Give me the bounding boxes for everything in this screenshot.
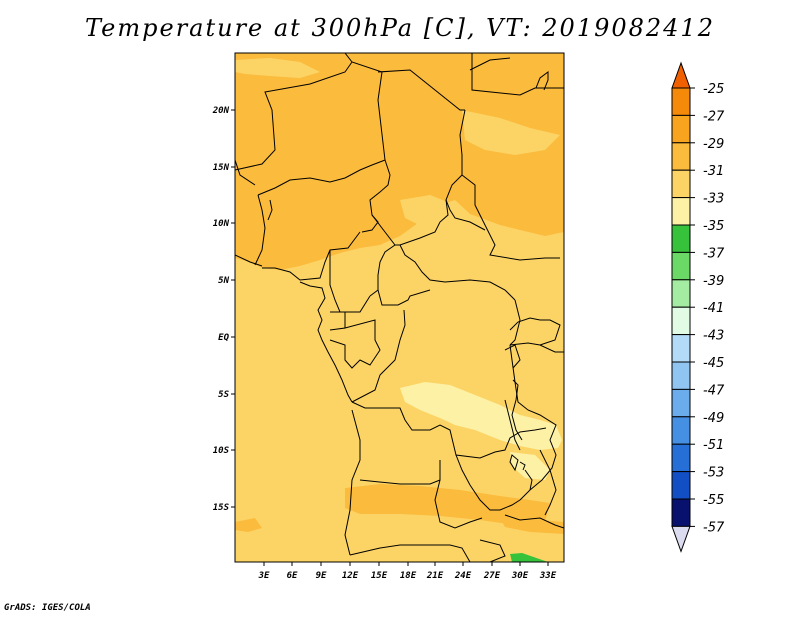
colorbar-label: -31 — [703, 164, 724, 179]
lat-label: 5N — [218, 276, 229, 286]
colorbar-label: -57 — [703, 520, 725, 535]
colorbar-label: -55 — [703, 493, 724, 508]
colorbar-swatch — [671, 306, 691, 336]
colorbar-swatch — [671, 334, 691, 363]
colorbar-swatch — [671, 498, 691, 527]
lon-label: 24E — [454, 571, 472, 581]
colorbar-swatch — [671, 388, 691, 418]
lat-label: 15S — [213, 503, 230, 513]
band-minus-31-to-29-south — [345, 484, 550, 525]
lon-label: 27E — [483, 571, 501, 581]
band-minus-35-to-33-patch — [510, 452, 550, 480]
colorbar-swatch — [671, 471, 691, 500]
band-minus-31-to-29-north — [235, 53, 564, 270]
colorbar-label: -29 — [703, 137, 724, 152]
colorbar-swatch — [671, 169, 691, 199]
colorbar-swatch — [671, 361, 691, 390]
colorbar-label: -41 — [703, 301, 724, 316]
colorbar-label: -37 — [703, 246, 725, 261]
colorbar-swatch — [671, 443, 691, 473]
colorbar-swatch-bottom-arrow — [671, 525, 691, 553]
colorbar-swatch — [671, 87, 691, 116]
lat-label: EQ — [218, 333, 229, 343]
colorbar-swatch — [671, 224, 691, 253]
lon-label: 9E — [316, 571, 327, 581]
lat-label: 15N — [213, 163, 230, 173]
band-minus-33-to-31-patch-3 — [400, 195, 470, 232]
colorbar-label: -35 — [703, 219, 724, 234]
country-boundaries — [235, 53, 564, 562]
colorbar-swatch — [671, 142, 691, 171]
coastlines — [235, 194, 541, 491]
lon-label: 33E — [539, 571, 557, 581]
longitude-axis: 3E 6E 9E 12E 15E 18E 21E 24E 27E 30E 33E — [258, 562, 557, 581]
colorbar-swatch — [671, 114, 691, 144]
band-minus-35-to-33 — [400, 382, 562, 450]
lon-label: 3E — [258, 571, 270, 581]
lon-label: 12E — [342, 571, 359, 581]
colorbar-label: -47 — [703, 383, 725, 398]
band-minus-33-to-31-patch-1 — [235, 58, 320, 78]
colorbar-label: -53 — [703, 466, 724, 481]
lat-label: 10S — [213, 446, 230, 456]
grads-credit: GrADS: IGES/COLA — [4, 603, 91, 613]
colorbar-label: -43 — [703, 329, 724, 344]
colorbar-label: -51 — [703, 438, 724, 453]
colorbar-label: -33 — [703, 192, 724, 207]
lon-label: 21E — [426, 571, 444, 581]
lon-label: 30E — [511, 571, 529, 581]
colorbar-label: -39 — [703, 274, 724, 289]
colorbar-swatch — [671, 197, 691, 226]
band-minus-33-to-31-patch-2 — [462, 110, 560, 155]
chart-title: Temperature at 300hPa [C], VT: 201908241… — [85, 14, 715, 42]
temperature-field — [235, 53, 564, 562]
colorbar-swatch-top-arrow — [671, 61, 691, 89]
lon-label: 18E — [400, 571, 417, 581]
lon-label: 6E — [287, 571, 298, 581]
colorbar-label: -49 — [703, 411, 724, 426]
band-minus-31-to-29-sw — [235, 518, 262, 532]
lat-label: 20N — [212, 106, 230, 116]
colorbar-label: -27 — [703, 109, 725, 124]
colorbar-swatch — [671, 279, 691, 308]
band-minus-37-to-35 — [510, 553, 548, 562]
colorbar: -25 -27 -29 -31 -33 -35 -37 -39 -41 -43 -45 -47 -49 -… — [671, 61, 725, 553]
lat-label: 10N — [213, 219, 230, 229]
colorbar-swatch — [671, 251, 691, 281]
latitude-axis: 20N 15N 10N 5N EQ 5S 10S 15S — [212, 106, 235, 513]
colorbar-label: -45 — [703, 356, 724, 371]
colorbar-swatch — [671, 416, 691, 445]
lat-label: 5S — [218, 390, 229, 400]
map-frame — [234, 52, 565, 563]
lon-label: 15E — [371, 571, 388, 581]
colorbar-label: -25 — [703, 82, 724, 97]
